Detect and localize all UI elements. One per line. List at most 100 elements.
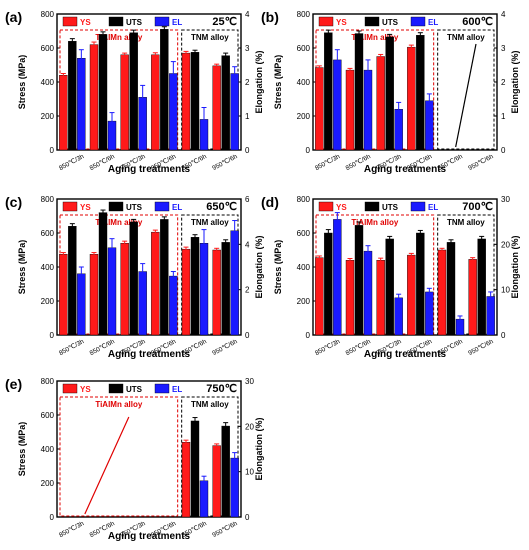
- bar-el: [425, 100, 434, 151]
- y-tick-label: 600: [41, 44, 55, 53]
- bar-uts: [129, 221, 138, 336]
- group-label-tnm: TNM alloy: [191, 218, 229, 227]
- bar-ys: [181, 52, 191, 151]
- x-tick-label: 850℃/6h: [181, 520, 209, 539]
- bar-ys: [212, 65, 221, 151]
- legend-swatch-ys: [318, 16, 334, 27]
- y-axis-title: Stress (MPa): [273, 240, 283, 295]
- y2-tick-label: 20: [245, 422, 254, 431]
- bar-el: [333, 59, 342, 151]
- y2-tick-label: 3: [501, 44, 506, 53]
- legend-label-uts: UTS: [382, 203, 399, 212]
- bar-ys: [345, 69, 355, 151]
- y2-tick-label: 0: [245, 513, 250, 522]
- y-tick-label: 0: [50, 331, 55, 340]
- x-tick-label: 850℃/6h: [437, 153, 465, 172]
- y-axis-title: Stress (MPa): [17, 422, 27, 477]
- legend-swatch-el: [410, 201, 426, 212]
- y-axis-title: Stress (MPa): [273, 55, 283, 110]
- bar-el: [230, 73, 239, 151]
- bar-ys: [315, 67, 324, 151]
- y2-tick-label: 30: [501, 195, 510, 204]
- legend-label-el: EL: [428, 18, 438, 27]
- y2-tick-label: 6: [245, 195, 250, 204]
- panel-label: (c): [5, 194, 22, 210]
- legend-label-el: EL: [172, 18, 182, 27]
- y2-tick-label: 10: [245, 468, 254, 477]
- legend-label-ys: YS: [80, 385, 91, 394]
- x-tick-label: 850℃/6h: [181, 338, 209, 357]
- y2-tick-label: 10: [501, 286, 510, 295]
- legend-label-ys: YS: [80, 203, 91, 212]
- legend-swatch-uts: [364, 16, 380, 27]
- chart-panel-d: (d) 0 200 400 600 800 0 10 20 30 Stress (MPa) Elong…: [261, 194, 520, 360]
- legend-label-el: EL: [172, 203, 182, 212]
- tialmn-group-box: [315, 214, 435, 335]
- legend-label-ys: YS: [336, 18, 347, 27]
- bar-uts: [221, 242, 230, 336]
- group-label-tialmn: TiAlMn alloy: [351, 218, 399, 227]
- y-tick-label: 0: [50, 146, 55, 155]
- y2-tick-label: 2: [501, 78, 506, 87]
- y2-tick-label: 0: [501, 146, 506, 155]
- bar-el: [230, 230, 239, 336]
- y-tick-label: 800: [297, 195, 311, 204]
- y-tick-label: 400: [41, 263, 55, 272]
- bar-uts: [324, 32, 333, 151]
- legend-swatch-el: [154, 201, 170, 212]
- x-tick-label: 850℃/3h: [58, 153, 86, 172]
- legend-label-ys: YS: [80, 18, 91, 27]
- legend-swatch-uts: [108, 201, 124, 212]
- x-tick-label: 850℃/3h: [314, 153, 342, 172]
- y-tick-label: 200: [41, 112, 55, 121]
- x-tick-label: 850℃/3h: [58, 338, 86, 357]
- temperature-label: 600℃: [462, 16, 493, 28]
- tialmn-group-box: [59, 396, 179, 517]
- bar-el: [425, 291, 434, 336]
- y2-axis-title: Elongation (%): [254, 236, 264, 299]
- bar-ys: [151, 54, 160, 151]
- chart-panel-e: (e) 0 200 400 600 800 0 10 20 30 Stress (MPa) Elong…: [5, 376, 264, 542]
- tnm-group-box: [437, 29, 495, 150]
- bar-uts: [190, 52, 200, 151]
- x-tick-label: 850℃/6h: [437, 338, 465, 357]
- y-axis-title: Stress (MPa): [17, 240, 27, 295]
- y2-tick-label: 0: [245, 146, 250, 155]
- y2-tick-label: 0: [501, 331, 506, 340]
- x-axis-title: Aging treatments: [108, 531, 191, 542]
- y2-axis-title: Elongation (%): [254, 418, 264, 481]
- y-tick-label: 400: [41, 445, 55, 454]
- bar-ys: [376, 56, 385, 151]
- bar-el: [199, 480, 209, 518]
- legend-swatch-el: [154, 16, 170, 27]
- y2-tick-label: 2: [245, 286, 250, 295]
- bar-ys: [181, 442, 191, 518]
- bar-ys: [181, 248, 191, 336]
- bar-ys: [120, 242, 129, 336]
- y-tick-label: 600: [41, 229, 55, 238]
- y2-tick-label: 20: [501, 240, 510, 249]
- group-label-tnm: TNM alloy: [191, 400, 229, 409]
- group-label-tnm: TNM alloy: [447, 33, 485, 42]
- bar-ys: [89, 254, 99, 336]
- legend-swatch-ys: [62, 201, 78, 212]
- bar-uts: [477, 238, 486, 336]
- y-tick-label: 600: [297, 229, 311, 238]
- group-label-tialmn: TiAlMn alloy: [95, 33, 143, 42]
- bar-el: [169, 275, 178, 336]
- y-tick-label: 400: [297, 78, 311, 87]
- bar-el: [363, 250, 373, 336]
- panel-label: (e): [5, 376, 22, 392]
- bar-el: [107, 247, 117, 336]
- y-tick-label: 200: [41, 297, 55, 306]
- bar-uts: [190, 420, 200, 518]
- y2-axis-title: Elongation (%): [510, 51, 520, 114]
- x-tick-label: 950℃/6h: [211, 153, 239, 172]
- missing-data-strike: [84, 416, 130, 515]
- legend-swatch-uts: [108, 383, 124, 394]
- y-tick-label: 0: [50, 513, 55, 522]
- bar-uts: [416, 232, 425, 336]
- bar-ys: [376, 260, 385, 336]
- y2-tick-label: 1: [245, 112, 250, 121]
- bar-uts: [160, 29, 169, 151]
